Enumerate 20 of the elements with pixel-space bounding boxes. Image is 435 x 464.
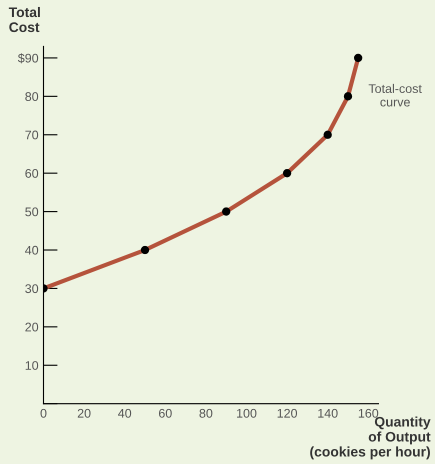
- x-tick-label: 0: [40, 408, 46, 418]
- annotation: Total-cost curve: [368, 84, 422, 107]
- y-tick-label: 80: [25, 92, 38, 101]
- y-tick-label: 40: [25, 246, 38, 255]
- x-tick-label: 140: [318, 408, 338, 418]
- y-tick-label: 10: [26, 361, 38, 370]
- y-axis-title: Total Cost: [8, 6, 40, 32]
- x-tick-label: 60: [158, 408, 172, 418]
- x-tick-label: 40: [118, 408, 132, 418]
- y-tick-label: 30: [25, 284, 38, 294]
- x-tick-label: 20: [78, 408, 91, 418]
- x-tick-label: 80: [199, 408, 212, 418]
- x-tick-label: 120: [278, 408, 298, 418]
- y-tick-label: 20: [25, 322, 38, 332]
- x-tick-label: 100: [237, 408, 256, 418]
- y-tick-label: 60: [25, 168, 38, 178]
- x-tick-label: 160: [358, 408, 378, 418]
- y-tick-label: 50: [25, 207, 38, 216]
- y-tick-label: $90: [18, 53, 38, 64]
- y-tick-label: 70: [25, 130, 38, 140]
